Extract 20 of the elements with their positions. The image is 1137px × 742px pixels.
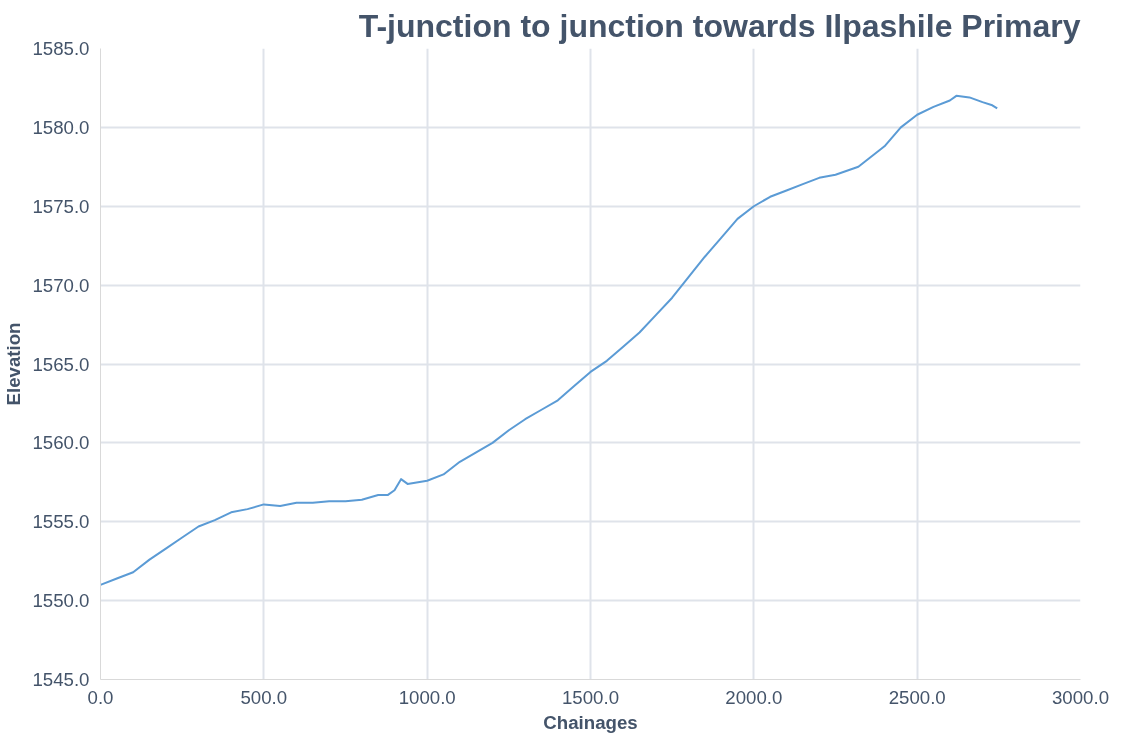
- y-tick-label: 1570.0: [32, 274, 90, 296]
- y-tick-label: 1585.0: [32, 38, 90, 59]
- chart-title: T-junction to junction towards Ilpashile Primary: [358, 7, 1081, 44]
- y-tick-label: 1580.0: [32, 116, 90, 138]
- x-tick-label: 500.0: [240, 686, 288, 708]
- y-tick-label: 1575.0: [32, 195, 90, 217]
- x-tick-label: 0.0: [87, 686, 114, 708]
- y-tick-label: 1555.0: [32, 511, 90, 533]
- y-tick-label: 1545.0: [32, 669, 90, 690]
- y-tick-label: 1560.0: [32, 432, 90, 454]
- x-tick-label: 1500.0: [561, 686, 620, 708]
- y-tick-label: 1550.0: [32, 590, 90, 612]
- x-tick-label: 1000.0: [398, 686, 456, 708]
- y-axis-title: Elevation: [3, 322, 25, 406]
- x-tick-label: 2000.0: [725, 686, 783, 708]
- x-axis-title: Chainages: [543, 711, 638, 733]
- x-tick-label: 2500.0: [888, 686, 946, 708]
- line-series: [100, 94, 999, 586]
- y-tick-label: 1565.0: [32, 353, 90, 375]
- x-tick-label: 3000.0: [1051, 686, 1110, 708]
